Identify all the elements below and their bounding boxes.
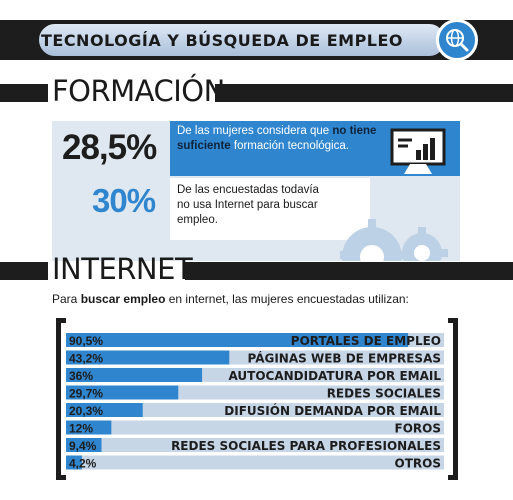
category-label-foros: FOROS <box>395 422 441 436</box>
gears-icon <box>340 219 448 261</box>
bar-paginas-web-de-empresas <box>66 350 230 365</box>
value-label-otros: 4,2% <box>69 457 97 471</box>
stat2-text: De las encuestadas todavía no usa Intern… <box>177 184 319 226</box>
heading-bar-right <box>185 262 513 280</box>
value-label-foros: 12% <box>69 422 93 436</box>
heading-bar-left <box>0 84 48 102</box>
category-label-paginas-web-de-empresas: PÁGINAS WEB DE EMPRESAS <box>248 351 441 366</box>
section-title-internet: INTERNET <box>52 252 193 286</box>
bar-track-foros <box>66 420 444 435</box>
category-label-autocandidatura-por-email: AUTOCANDIDATURA POR EMAIL <box>228 369 441 383</box>
heading-bar-left <box>0 262 48 280</box>
bar-portales-de-empleo <box>66 333 409 347</box>
stat1-percent: 28,5% <box>62 128 157 167</box>
bar-difusion-demanda-por-email <box>66 403 143 417</box>
section-title-formacion: FORMACIÓN <box>52 74 225 108</box>
bar-redes-sociales <box>66 385 179 400</box>
stat1-text: De las mujeres considera que no tiene su… <box>177 124 377 154</box>
bar-autocandidatura-por-email <box>66 368 203 382</box>
bar-otros <box>66 455 82 470</box>
section-heading-formacion: FORMACIÓN <box>0 75 513 107</box>
chart-bracket-right <box>448 318 458 480</box>
stat1-text-after: formación tecnológica. <box>233 140 349 152</box>
chart-bracket-left <box>56 318 66 480</box>
stat1-text-bold: no tiene suficiente <box>177 125 377 152</box>
value-label-redes-sociales-para-profesionales: 9,4% <box>69 439 97 453</box>
value-label-paginas-web-de-empresas: 43,2% <box>69 352 103 366</box>
value-label-portales-de-empleo: 90,5% <box>69 334 103 348</box>
stat1-text-before: De las mujeres considera que <box>177 125 330 137</box>
intro-bold: buscar empleo <box>80 292 166 306</box>
stat2-background <box>170 178 370 240</box>
page-title: TECNOLOGÍA Y BÚSQUEDA DE EMPLEO <box>40 30 404 50</box>
header-pill: TECNOLOGÍA Y BÚSQUEDA DE EMPLEO <box>37 22 447 58</box>
value-label-autocandidatura-por-email: 36% <box>69 369 93 383</box>
value-label-redes-sociales: 29,7% <box>69 387 103 401</box>
category-label-portales-de-empleo: PORTALES DE EMPLEO <box>291 334 441 348</box>
category-label-difusion-demanda-por-email: DIFUSIÓN DEMANDA POR EMAIL <box>224 403 441 418</box>
bar-track-redes-sociales-para-profesionales <box>66 438 444 452</box>
category-label-otros: OTROS <box>395 457 441 471</box>
category-label-redes-sociales-para-profesionales: REDES SOCIALES PARA PROFESIONALES <box>171 439 441 453</box>
monitor-chart-icon <box>390 128 446 174</box>
internet-intro: Para buscar empleo en internet, las muje… <box>52 292 409 306</box>
stat2-percent: 30% <box>92 182 156 219</box>
category-label-redes-sociales: REDES SOCIALES <box>327 387 441 401</box>
intro-before: Para <box>52 292 78 306</box>
bar-track-otros <box>66 455 444 470</box>
globe-search-icon <box>436 19 478 61</box>
bar-track-difusion-demanda-por-email <box>66 403 444 417</box>
bar-redes-sociales-para-profesionales <box>66 438 102 452</box>
bar-foros <box>66 420 112 435</box>
heading-bar-right <box>215 84 513 102</box>
intro-after: en internet, las mujeres encuestadas uti… <box>168 292 409 306</box>
section-heading-internet: INTERNET <box>0 253 513 285</box>
header-banner: TECNOLOGÍA Y BÚSQUEDA DE EMPLEO <box>0 14 513 64</box>
value-label-difusion-demanda-por-email: 20,3% <box>69 404 103 418</box>
